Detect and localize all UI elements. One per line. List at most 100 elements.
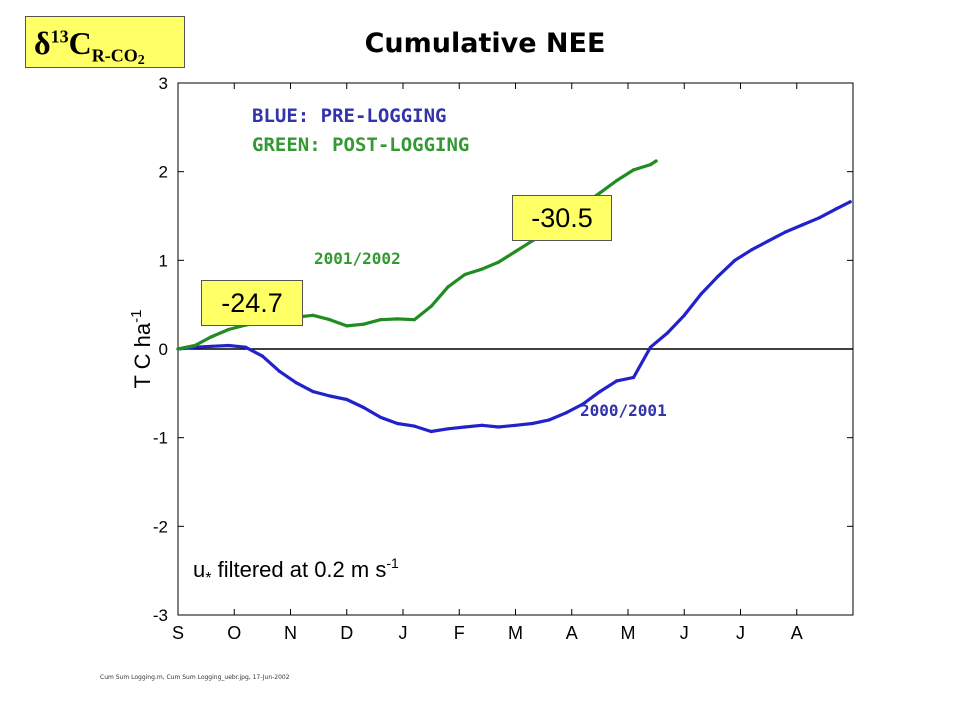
data-point	[328, 394, 332, 398]
x-tick-label-month: J	[680, 623, 689, 643]
data-point	[513, 423, 518, 427]
data-point	[345, 324, 349, 328]
data-point	[598, 390, 602, 394]
data-point	[547, 418, 551, 422]
data-point	[530, 421, 535, 426]
callout-left-value: -24.7	[201, 280, 303, 326]
x-tick-label-month: S	[172, 623, 184, 643]
data-point	[362, 322, 366, 326]
data-point	[632, 375, 636, 379]
data-point	[378, 415, 383, 419]
data-point	[176, 347, 180, 351]
data-point	[848, 200, 852, 204]
y-tick-label: 1	[159, 251, 168, 270]
series-label-2000-2001: 2000/2001	[580, 401, 667, 420]
y-tick-label: 2	[159, 163, 168, 182]
ustar-filter-annotation: u* filtered at 0.2 m s-1	[193, 555, 399, 588]
data-point	[581, 402, 585, 406]
data-point	[378, 318, 383, 322]
x-tick-label-month: F	[454, 623, 465, 643]
data-point	[497, 425, 501, 429]
y-axis-label-base: T C ha	[130, 322, 155, 388]
y-axis-label-text: T C ha-1	[128, 310, 155, 389]
data-point	[497, 260, 501, 264]
data-point	[210, 335, 214, 339]
chart-title: Cumulative NEE	[364, 28, 606, 59]
data-point	[277, 369, 281, 373]
y-axis-label-exponent: -1	[128, 310, 145, 323]
legend-blue-pre-logging: BLUE: PRE-LOGGING	[252, 105, 447, 127]
data-point	[654, 159, 658, 163]
data-point	[750, 248, 754, 252]
ustar-superscript: -1	[386, 555, 399, 571]
data-point	[716, 274, 720, 278]
ustar-text: filtered at 0.2 m s	[211, 557, 387, 582]
delta-letter: C	[68, 25, 92, 61]
data-point	[480, 423, 484, 427]
data-point	[311, 313, 315, 317]
data-point	[513, 249, 518, 254]
data-point	[648, 163, 653, 167]
ustar-subscript: *	[205, 570, 212, 587]
data-point	[699, 292, 703, 296]
delta-subscript: R-CO	[91, 45, 138, 66]
data-point	[328, 318, 332, 322]
data-point	[260, 354, 264, 358]
data-point	[362, 405, 366, 410]
ustar-symbol: u	[193, 557, 206, 582]
y-tick-label: 0	[159, 340, 168, 359]
data-point	[412, 318, 416, 322]
data-point	[817, 216, 821, 220]
x-tick-label-month: A	[566, 623, 578, 643]
data-point	[783, 230, 788, 234]
data-point	[243, 345, 248, 349]
x-tick-label-month: N	[284, 623, 297, 643]
data-point	[463, 425, 467, 429]
footer-file-note: Cum Sum Logging.m, Cum Sum Logging_uebr.…	[100, 674, 290, 681]
data-point	[294, 381, 298, 385]
data-point	[210, 344, 214, 348]
data-point	[615, 379, 619, 383]
y-tick-label: 3	[159, 74, 168, 93]
delta-13c-label-box: δ13CR-CO2	[25, 16, 185, 68]
x-tick-label-month: O	[227, 623, 241, 643]
data-point	[733, 258, 737, 262]
y-tick-label: -2	[153, 517, 168, 536]
data-point	[227, 327, 231, 332]
data-point	[429, 304, 433, 308]
y-tick-label: -3	[153, 606, 168, 625]
data-point	[767, 239, 771, 243]
legend-green-post-logging: GREEN: POST-LOGGING	[252, 134, 470, 156]
delta-superscript: 13	[50, 26, 69, 47]
data-point	[429, 429, 433, 434]
x-tick-label-month: M	[508, 623, 523, 643]
x-tick-label-month: J	[736, 623, 745, 643]
data-point	[446, 285, 450, 289]
data-point	[564, 411, 568, 415]
y-axis: -3 -2 -1 0 1 2 3	[153, 74, 853, 625]
x-tick-label-month: D	[340, 623, 353, 643]
data-point	[665, 331, 670, 335]
callout-right-value: -30.5	[512, 195, 612, 241]
data-point	[395, 421, 399, 426]
data-point	[463, 272, 467, 277]
x-tick-label-month: M	[621, 623, 636, 643]
data-point	[632, 168, 636, 172]
data-point	[446, 427, 450, 431]
data-point	[598, 191, 602, 195]
data-point	[615, 178, 619, 183]
x-tick-label-month: A	[791, 623, 803, 643]
series-label-2001-2002: 2001/2002	[314, 249, 401, 268]
data-point	[311, 390, 315, 394]
y-tick-label: -1	[153, 429, 168, 448]
data-point	[834, 207, 838, 211]
data-point	[800, 223, 805, 227]
y-axis-label: T C ha-1	[128, 310, 155, 389]
data-point	[682, 313, 686, 317]
data-point	[345, 397, 349, 402]
data-point	[395, 317, 399, 321]
data-point	[480, 267, 484, 271]
data-point	[412, 424, 416, 428]
